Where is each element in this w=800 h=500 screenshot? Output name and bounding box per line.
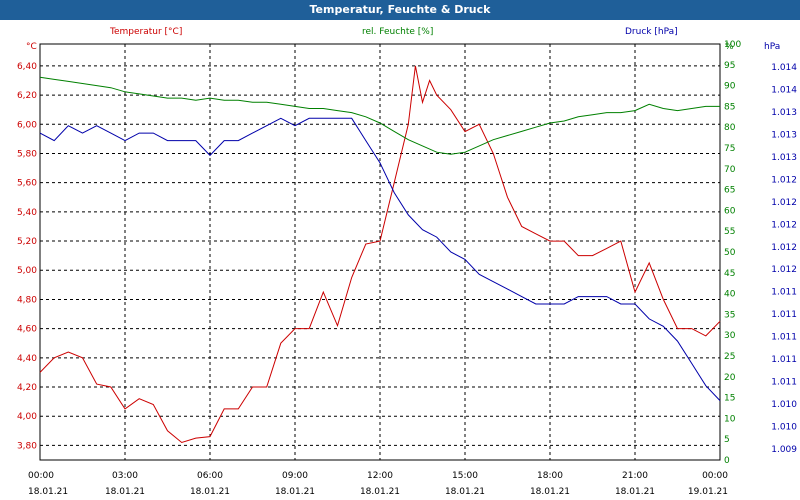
temp-tick-label: 3,80 <box>17 441 37 451</box>
pressure-tick-label: 1.013 <box>771 153 797 163</box>
humidity-series-label: rel. Feuchte [%] <box>362 27 433 37</box>
series-line-temperature <box>39 65 721 444</box>
humidity-tick-label: 25 <box>724 352 735 362</box>
temp-tick-label: 4,00 <box>17 412 37 422</box>
humidity-unit-label: % <box>725 42 734 52</box>
humidity-tick-label: 95 <box>724 61 735 71</box>
x-tick-date: 18.01.21 <box>105 487 145 497</box>
humidity-tick-label: 35 <box>724 310 735 320</box>
humidity-tick-label: 10 <box>724 414 736 424</box>
x-tick-date: 18.01.21 <box>445 487 485 497</box>
temp-tick-label: 6,40 <box>17 62 37 72</box>
humidity-tick-label: 30 <box>724 331 736 341</box>
temp-tick-label: 5,20 <box>17 237 37 247</box>
plot-frame <box>39 43 721 461</box>
humidity-tick-label: 55 <box>724 227 735 237</box>
humidity-tick-label: 50 <box>724 248 736 258</box>
humidity-tick-label: 65 <box>724 186 735 196</box>
pressure-tick-label: 1.012 <box>771 265 797 275</box>
humidity-tick-label: 90 <box>724 82 736 92</box>
x-tick-date: 19.01.21 <box>688 487 728 497</box>
pressure-tick-label: 1.013 <box>771 130 797 140</box>
grid-lines <box>40 44 720 460</box>
x-tick-date: 18.01.21 <box>28 487 68 497</box>
humidity-tick-label: 85 <box>724 102 735 112</box>
temp-tick-label: 4,20 <box>17 383 37 393</box>
temp-tick-label: 5,40 <box>17 208 37 218</box>
temp-tick-label: 4,60 <box>17 325 37 335</box>
temp-tick-label: 6,20 <box>17 91 37 101</box>
temp-tick-label: 4,80 <box>17 295 37 305</box>
series-lines <box>39 65 721 444</box>
temp-tick-label: 5,60 <box>17 179 37 189</box>
humidity-tick-label: 45 <box>724 269 735 279</box>
temp-series-label: Temperatur [°C] <box>109 27 182 37</box>
x-tick-time: 15:00 <box>452 471 478 481</box>
humidity-tick-label: 80 <box>724 123 736 133</box>
temp-tick-label: 5,80 <box>17 149 37 159</box>
x-tick-time: 09:00 <box>282 471 308 481</box>
humidity-tick-label: 60 <box>724 206 736 216</box>
humidity-tick-label: 15 <box>724 394 735 404</box>
x-tick-date: 18.01.21 <box>615 487 655 497</box>
pressure-series-label: Druck [hPa] <box>625 27 678 37</box>
humidity-tick-label: 100 <box>724 40 741 50</box>
pressure-tick-label: 1.010 <box>771 400 797 410</box>
temp-tick-label: 5,00 <box>17 266 37 276</box>
temp-unit-label: °C <box>26 42 37 52</box>
humidity-tick-label: 75 <box>724 144 735 154</box>
pressure-tick-label: 1.011 <box>771 288 797 298</box>
temp-tick-label: 6,00 <box>17 120 37 130</box>
pressure-tick-label: 1.011 <box>771 378 797 388</box>
humidity-tick-label: 5 <box>724 435 730 445</box>
x-tick-date: 18.01.21 <box>275 487 315 497</box>
chart-area: °C Temperatur [°C] rel. Feuchte [%] % Dr… <box>17 27 797 497</box>
pressure-tick-label: 1.011 <box>771 355 797 365</box>
pressure-unit-label: hPa <box>764 42 780 52</box>
axis-labels: °C Temperatur [°C] rel. Feuchte [%] % Dr… <box>17 27 797 497</box>
x-tick-time: 21:00 <box>622 471 648 481</box>
x-tick-date: 18.01.21 <box>530 487 570 497</box>
x-tick-time: 03:00 <box>112 471 138 481</box>
pressure-tick-label: 1.010 <box>771 423 797 433</box>
pressure-tick-label: 1.011 <box>771 333 797 343</box>
pressure-tick-label: 1.012 <box>771 243 797 253</box>
series-line-pressure <box>39 117 721 401</box>
series-line-humidity <box>39 76 720 155</box>
pressure-tick-label: 1.009 <box>771 445 797 455</box>
pressure-tick-label: 1.012 <box>771 220 797 230</box>
x-tick-time: 12:00 <box>367 471 393 481</box>
humidity-tick-label: 0 <box>724 456 730 466</box>
x-tick-date: 18.01.21 <box>360 487 400 497</box>
humidity-tick-label: 20 <box>724 373 736 383</box>
x-tick-time: 18:00 <box>537 471 563 481</box>
pressure-tick-label: 1.012 <box>771 175 797 185</box>
temp-tick-label: 4,40 <box>17 354 37 364</box>
x-tick-date: 18.01.21 <box>190 487 230 497</box>
pressure-tick-label: 1.012 <box>771 198 797 208</box>
pressure-tick-label: 1.014 <box>771 63 797 73</box>
chart-title-bar: Temperatur, Feuchte & Druck <box>0 0 800 20</box>
x-tick-time: 00:00 <box>28 471 54 481</box>
pressure-tick-label: 1.014 <box>771 85 797 95</box>
pressure-tick-label: 1.013 <box>771 108 797 118</box>
x-tick-time: 00:00 <box>702 471 728 481</box>
x-tick-time: 06:00 <box>197 471 223 481</box>
pressure-tick-label: 1.011 <box>771 310 797 320</box>
humidity-tick-label: 40 <box>724 290 736 300</box>
humidity-tick-label: 70 <box>724 165 736 175</box>
